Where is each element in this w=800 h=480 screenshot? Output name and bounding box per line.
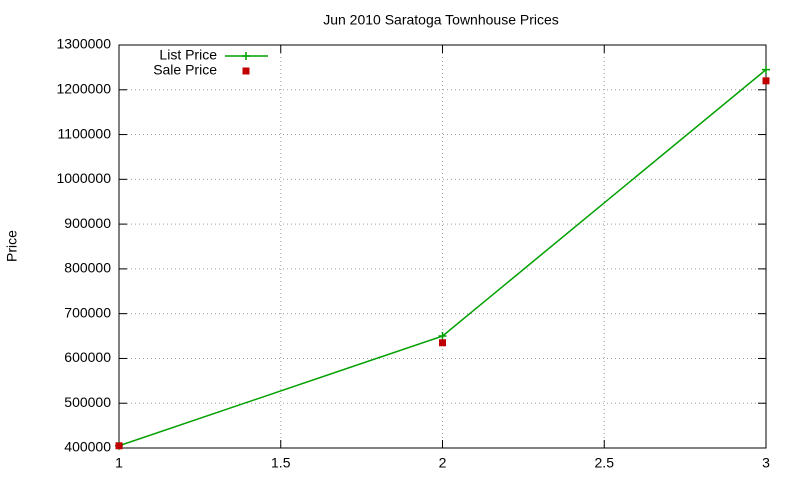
- point: [762, 65, 770, 74]
- point: [439, 339, 446, 347]
- x-tick-label: 2: [439, 455, 447, 471]
- point: [762, 77, 770, 85]
- y-tick-label: 700000: [64, 304, 111, 320]
- legend-marker: [242, 52, 250, 60]
- chart-title: Jun 2010 Saratoga Townhouse Prices: [323, 12, 559, 28]
- y-tick-label: 600000: [64, 349, 111, 365]
- x-tick-label: 2.5: [595, 455, 615, 471]
- point: [438, 332, 447, 341]
- x-tick-label: 1: [115, 455, 123, 471]
- y-tick-label: 900000: [64, 215, 111, 231]
- legend-label: List Price: [159, 47, 217, 63]
- point: [115, 442, 123, 450]
- y-tick-label: 1200000: [56, 80, 111, 96]
- x-tick-label: 1.5: [271, 455, 291, 471]
- y-tick-label: 400000: [64, 439, 111, 455]
- y-axis-label: Price: [4, 230, 20, 262]
- legend-marker: [242, 67, 250, 75]
- legend-label: Sale Price: [153, 62, 217, 78]
- y-tick-label: 800000: [64, 260, 111, 276]
- y-tick-label: 1000000: [56, 170, 111, 186]
- plot-frame: [118, 44, 767, 449]
- y-tick-label: 500000: [64, 394, 111, 410]
- y-tick-label: 1100000: [58, 125, 112, 141]
- y-tick-label: 1300000: [56, 36, 111, 52]
- x-tick-label: 3: [762, 455, 770, 471]
